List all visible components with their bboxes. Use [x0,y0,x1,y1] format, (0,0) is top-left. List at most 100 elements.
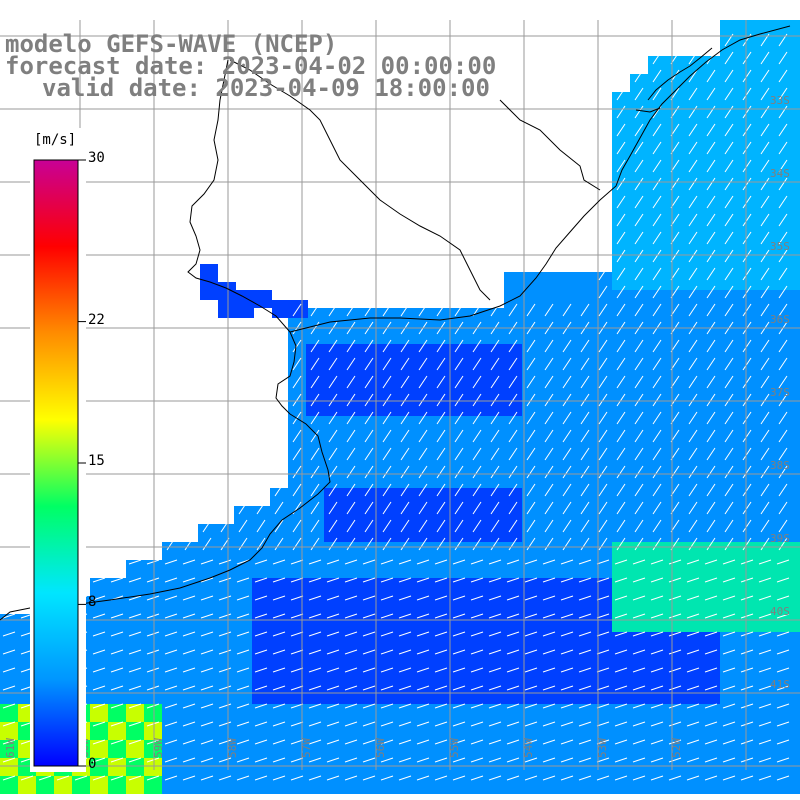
wind-cell [522,308,540,326]
wind-cell [774,488,792,506]
wind-arrow [760,213,770,227]
wind-cell [540,704,558,722]
wind-cell [396,614,414,632]
wind-arrow [362,595,376,601]
wind-cell [630,254,648,272]
wind-arrow [778,339,788,353]
wind-arrow [560,631,574,637]
wind-arrow [508,429,518,443]
wind-arrow [292,465,302,479]
wind-cell [684,164,702,182]
wind-arrow [362,739,376,745]
wind-arrow [760,501,770,515]
wind-arrow [472,537,482,551]
wind-cell [666,740,684,758]
wind-arrow [506,613,520,619]
wind-arrow [704,559,718,565]
wind-cell [198,722,216,740]
wind-arrow [274,537,284,551]
wind-cell [792,182,800,200]
wind-arrow [418,429,428,443]
wind-cell [198,632,216,650]
wind-arrow [740,613,754,619]
wind-cell [684,740,702,758]
wind-arrow [706,69,716,83]
wind-arrow [472,519,482,533]
wind-cell [702,758,720,776]
wind-cell [792,686,800,704]
wind-arrow [688,537,698,551]
wind-cell [432,308,450,326]
wind-arrow [616,303,626,317]
wind-cell [612,290,630,308]
wind-arrow [488,721,502,727]
wind-cell [342,722,360,740]
wind-cell [630,92,648,110]
wind-cell [612,668,630,686]
wind-arrow [472,483,482,497]
wind-arrow [686,667,700,673]
wind-cell [306,650,324,668]
wind-arrow [398,577,412,583]
wind-arrow [452,757,466,763]
wind-cell [738,128,756,146]
wind-cell [756,740,774,758]
wind-arrow [706,285,716,299]
wind-arrow [776,703,790,709]
wind-arrow [346,447,356,461]
wind-arrow [742,375,752,389]
wind-arrow [760,429,770,443]
wind-arrow [668,721,682,727]
wind-cell [594,560,612,578]
wind-cell [558,776,576,794]
wind-arrow [614,667,628,673]
wind-arrow [722,775,736,781]
wind-cell [252,560,270,578]
wind-cell [666,722,684,740]
wind-arrow [596,703,610,709]
wind-arrow [596,775,610,781]
wind-cell [648,758,666,776]
wind-cell [324,398,342,416]
wind-arrow [472,339,482,353]
wind-arrow [688,123,698,137]
wind-arrow [686,577,700,583]
wind-arrow [706,483,716,497]
wind-arrow [200,667,214,673]
title-model: modelo GEFS-WAVE (NCEP) [5,30,338,58]
wind-arrow [400,447,410,461]
wind-arrow [508,447,518,461]
wind-arrow [472,393,482,407]
wind-cell [756,722,774,740]
wind-cell [414,686,432,704]
wind-arrow [364,303,374,317]
wind-arrow [706,339,716,353]
wind-arrow [434,685,448,691]
wind-cell [432,704,450,722]
wind-cell [630,560,648,578]
wind-arrow [706,429,716,443]
wind-arrow [274,483,284,497]
wind-cell [486,488,504,506]
wind-arrow [362,667,376,673]
wind-arrow [706,537,716,551]
wind-arrow [308,757,322,763]
wind-arrow [326,649,340,655]
wind-arrow [688,393,698,407]
wind-cell [558,290,576,308]
wind-arrow [488,595,502,601]
wind-arrow [382,375,392,389]
wind-arrow [418,519,428,533]
wind-cell [180,578,198,596]
wind-arrow [490,339,500,353]
wind-cell [396,722,414,740]
wind-arrow [526,411,536,425]
wind-cell [612,632,630,650]
wind-arrow [760,465,770,479]
wind-arrow [92,775,106,781]
wind-arrow [364,393,374,407]
wind-cell [648,146,666,164]
wind-arrow [634,105,644,119]
wind-arrow [92,757,106,763]
